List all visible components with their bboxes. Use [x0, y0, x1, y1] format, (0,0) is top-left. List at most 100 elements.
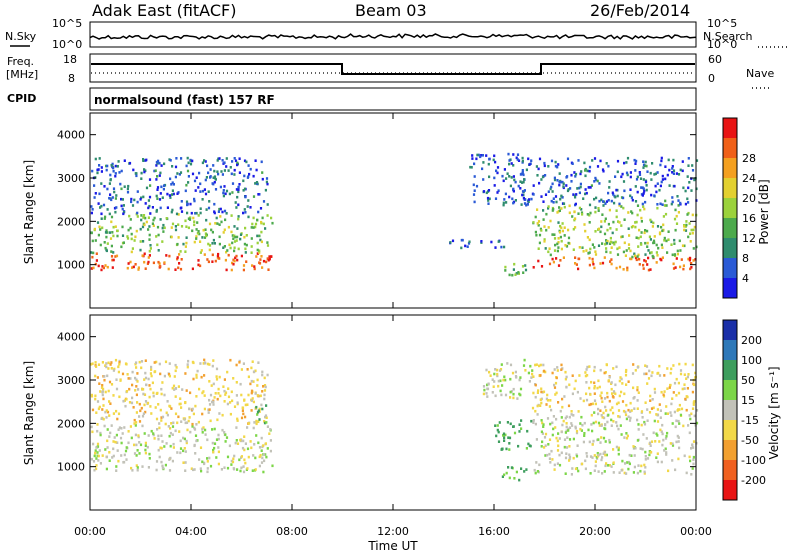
colorbar-tick-label: 200: [741, 334, 762, 347]
data-cell: [501, 447, 504, 451]
colorbar-segment: [723, 400, 737, 421]
data-cell: [632, 363, 635, 366]
data-cell: [560, 194, 563, 198]
data-cell: [138, 441, 141, 444]
data-cell: [120, 245, 123, 249]
data-cell: [601, 168, 605, 171]
data-cell: [131, 469, 134, 472]
data-cell: [203, 253, 206, 256]
data-cell: [675, 377, 678, 381]
data-cell: [500, 245, 503, 249]
data-cell: [127, 184, 130, 188]
colorbar-tick-label: -200: [741, 474, 766, 487]
data-cell: [661, 246, 664, 249]
frequency-panel: Freq. [MHz] 18 8 60 0 Nave: [6, 53, 774, 89]
data-cell: [532, 221, 535, 224]
data-cell: [582, 197, 585, 200]
data-cell: [672, 391, 675, 394]
data-cell: [665, 453, 668, 456]
data-cell: [652, 239, 656, 243]
data-cell: [649, 394, 652, 398]
data-cell: [649, 441, 652, 445]
data-cell: [543, 164, 546, 168]
data-cell: [594, 210, 597, 214]
data-cell: [662, 393, 665, 397]
data-cell: [246, 403, 249, 406]
freq-label-line2: [MHz]: [6, 68, 38, 81]
data-cell: [172, 384, 176, 388]
data-cell: [136, 200, 139, 204]
data-cell: [508, 436, 512, 440]
data-cell: [254, 222, 258, 226]
data-cell: [259, 454, 262, 457]
data-cell: [692, 247, 695, 250]
data-cell: [615, 209, 618, 212]
data-cell: [570, 422, 573, 425]
data-cell: [209, 168, 212, 171]
data-cell: [213, 169, 216, 173]
data-cell: [500, 363, 503, 366]
data-cell: [168, 434, 171, 438]
data-cell: [672, 262, 675, 266]
data-cell: [131, 266, 134, 269]
data-cell: [692, 455, 695, 459]
data-cell: [105, 455, 108, 459]
data-cell: [117, 370, 120, 374]
data-cell: [148, 395, 151, 399]
data-cell: [544, 432, 548, 436]
data-cell: [93, 184, 96, 187]
data-cell: [593, 454, 596, 457]
data-cell: [579, 172, 582, 176]
y-tick-label: 1000: [57, 461, 85, 474]
data-cell: [101, 384, 104, 387]
data-cell: [180, 200, 183, 203]
data-cell: [688, 222, 691, 225]
data-cell: [153, 169, 156, 173]
data-cell: [163, 226, 166, 230]
data-cell: [479, 155, 482, 159]
data-cell: [653, 419, 656, 423]
data-cell: [615, 266, 618, 270]
data-cell: [197, 230, 200, 233]
data-cell: [560, 368, 563, 371]
data-cell: [544, 174, 547, 177]
data-cell: [622, 268, 625, 271]
data-cell: [106, 242, 109, 245]
data-cell: [495, 434, 498, 438]
data-cell: [524, 369, 527, 372]
data-cell: [496, 171, 499, 175]
data-cell: [211, 253, 214, 257]
data-cell: [567, 236, 571, 240]
data-cell: [112, 454, 115, 458]
data-cell: [493, 154, 496, 158]
data-cell: [615, 421, 618, 424]
data-cell: [655, 432, 658, 436]
data-cell: [676, 249, 679, 253]
data-cell: [214, 222, 217, 225]
colorbar-tick-label: 16: [742, 212, 756, 225]
data-cell: [236, 258, 239, 262]
data-cell: [177, 223, 180, 226]
data-cell: [169, 196, 172, 199]
data-cell: [528, 380, 531, 383]
data-cell: [259, 238, 262, 242]
data-cell: [105, 467, 108, 471]
data-cell: [227, 395, 231, 399]
data-cell: [116, 165, 119, 168]
data-cell: [158, 362, 161, 366]
data-cell: [597, 412, 600, 416]
data-cell: [264, 414, 268, 417]
data-cell: [97, 454, 100, 458]
data-cell: [140, 177, 143, 180]
data-cell: [514, 273, 517, 276]
data-cell: [513, 431, 517, 435]
data-cell: [175, 212, 179, 216]
data-cell: [148, 233, 151, 237]
data-cell: [634, 200, 638, 203]
data-cell: [693, 414, 696, 418]
data-cell: [669, 411, 672, 414]
data-cell: [519, 387, 523, 391]
data-cell: [217, 433, 220, 437]
data-cell: [599, 159, 602, 163]
data-cell: [497, 440, 501, 443]
